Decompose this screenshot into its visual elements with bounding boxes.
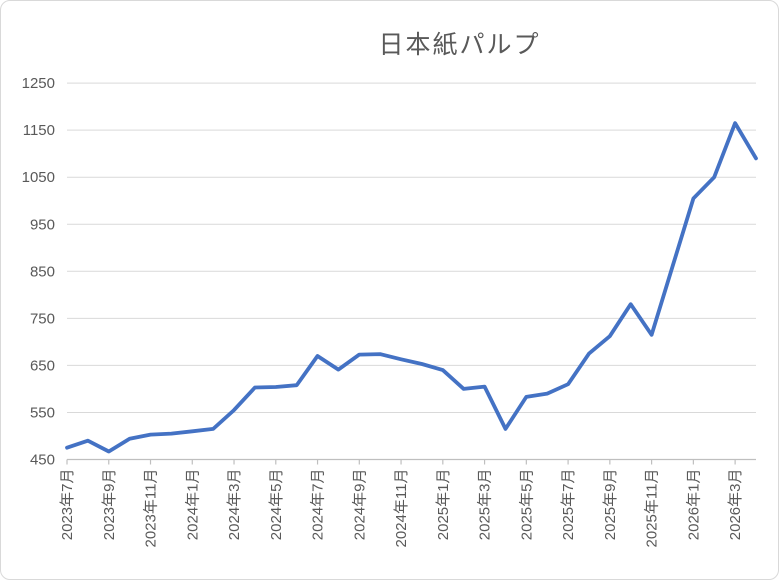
y-axis-tick-label: 550 <box>30 404 55 421</box>
x-axis-tick-label: 2025年11月 <box>644 469 661 548</box>
series-line-group <box>65 121 758 454</box>
x-axis-labels: 2023年7月 2023年9月 2023年11月 2024年1月 2024年3月 2024… <box>59 469 744 548</box>
y-axis-tick-label: 1050 <box>22 169 55 186</box>
x-axis-tick-label: 2023年11月 <box>143 469 160 548</box>
x-axis-tick-label: 2024年5月 <box>268 469 285 541</box>
x-axis-tick-label: 2025年7月 <box>560 469 577 541</box>
x-axis-tick-label: 2024年1月 <box>184 469 201 541</box>
x-axis-tick-label: 2025年5月 <box>518 469 535 541</box>
x-axis-tick-label: 2024年7月 <box>310 469 327 541</box>
x-axis-tick-label: 2026年3月 <box>727 469 744 541</box>
x-axis-tick-label: 2023年9月 <box>101 469 118 541</box>
y-axis-tick-label: 1150 <box>23 122 55 139</box>
y-axis-tick-label: 650 <box>30 357 55 374</box>
y-axis-tick-label: 750 <box>30 310 55 327</box>
y-axis-tick-label: 450 <box>30 452 55 469</box>
x-axis-tick-label: 2023年7月 <box>59 469 76 541</box>
x-axis <box>66 458 756 465</box>
chart-title: 日本紙パルプ <box>378 31 541 59</box>
x-axis-tick-label: 2025年1月 <box>435 469 452 541</box>
x-axis-tick-label: 2025年9月 <box>602 469 619 541</box>
y-axis-labels: 450 550 650 750 850 950 1050 1150 1250 <box>22 75 55 468</box>
y-axis-tick-label: 1250 <box>22 75 55 92</box>
x-axis-tick-label: 2026年1月 <box>685 469 702 541</box>
x-axis-tick-label: 2025年3月 <box>477 469 494 541</box>
x-axis-tick-label: 2024年3月 <box>226 469 243 541</box>
x-axis-tick-label: 2024年9月 <box>351 469 368 541</box>
y-axis-tick-label: 950 <box>30 216 55 233</box>
x-axis-tick-label: 2024年11月 <box>393 469 410 548</box>
y-axis-tick-label: 850 <box>30 263 55 280</box>
gridlines <box>67 82 756 413</box>
series-line <box>65 121 758 454</box>
